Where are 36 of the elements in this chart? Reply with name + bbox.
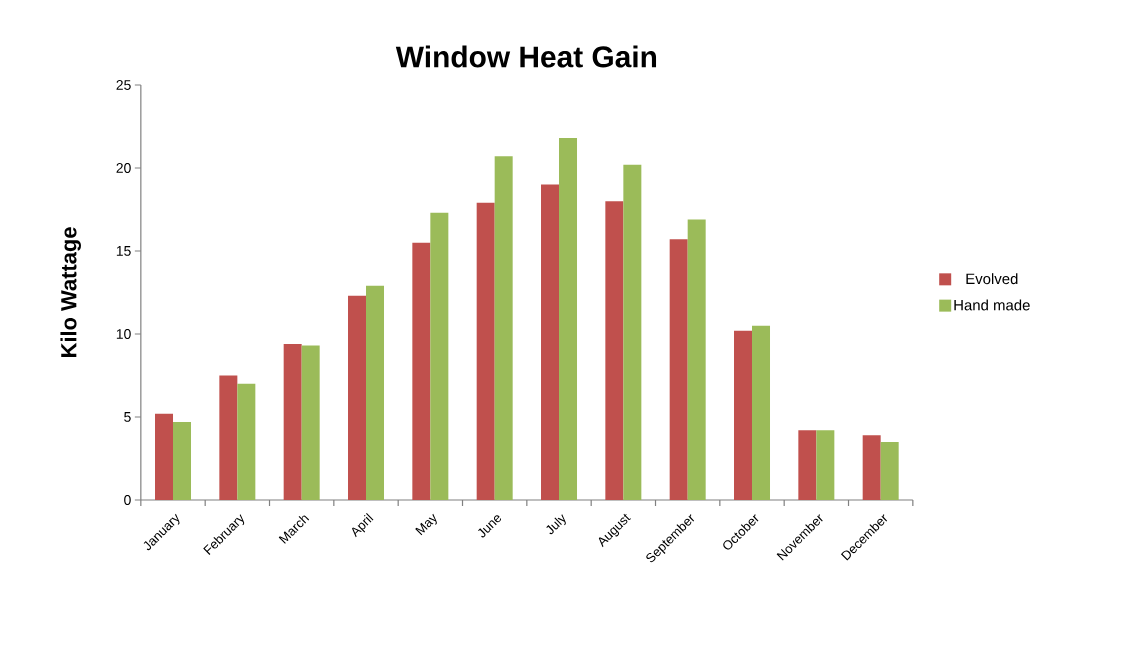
bar (237, 383, 256, 500)
bar (559, 138, 578, 500)
bar (476, 202, 495, 500)
bar (752, 325, 771, 500)
x-tick-label: July (546, 514, 566, 535)
bar (734, 330, 753, 500)
bar (816, 430, 835, 500)
bar (494, 156, 513, 500)
y-axis-title: Kilo Wattage (60, 227, 81, 357)
bar (412, 242, 431, 500)
bar (301, 345, 320, 500)
bar (880, 441, 899, 500)
bar (155, 413, 174, 500)
bar (173, 421, 192, 500)
chart-title: Window Heat Gain (395, 45, 657, 68)
bar (605, 201, 624, 500)
bar (669, 239, 688, 500)
y-tick-label: 10 (116, 329, 131, 339)
bar (283, 343, 302, 500)
bar (541, 184, 560, 500)
bar (798, 430, 817, 500)
y-tick-label: 25 (116, 80, 131, 90)
y-tick-label: 0 (124, 495, 131, 505)
bar (687, 219, 706, 500)
y-tick-label: 5 (124, 412, 131, 422)
x-tick-label: May (415, 513, 437, 536)
y-tick-label: 15 (116, 246, 131, 256)
bar (366, 285, 385, 500)
bar (623, 164, 642, 500)
bar (430, 212, 449, 500)
bar (219, 375, 238, 500)
legend-label: Hand made (954, 299, 1030, 311)
bar (862, 435, 881, 500)
legend-label: Evolved (966, 273, 1018, 285)
bar (348, 295, 367, 500)
y-tick-label: 20 (116, 163, 131, 173)
